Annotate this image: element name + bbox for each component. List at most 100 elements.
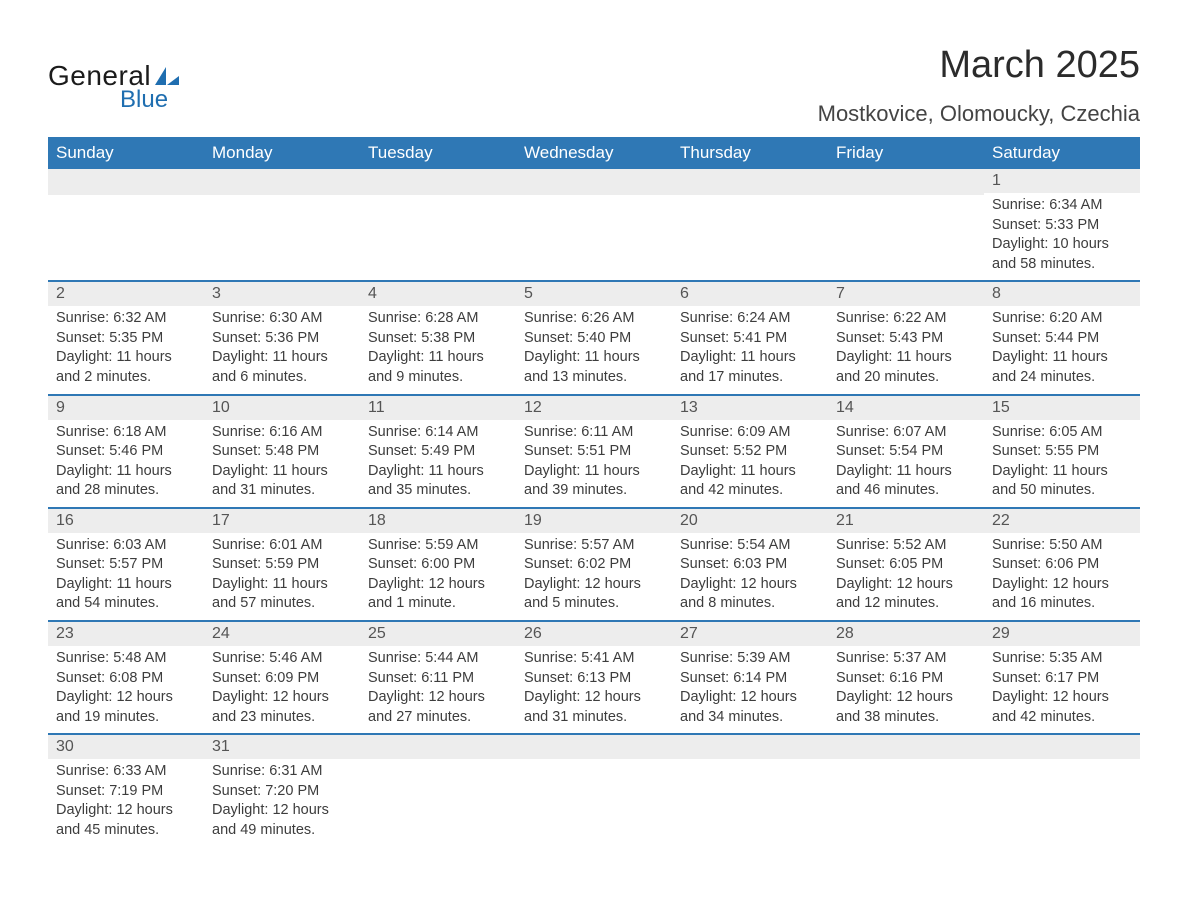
daylight-line2: and 42 minutes. bbox=[680, 481, 820, 501]
daylight-line2: and 35 minutes. bbox=[368, 481, 508, 501]
sunrise-text: Sunrise: 5:37 AM bbox=[836, 649, 976, 669]
day-body: Sunrise: 6:09 AMSunset: 5:52 PMDaylight:… bbox=[672, 420, 828, 505]
sunset-text: Sunset: 6:00 PM bbox=[368, 555, 508, 575]
daylight-line2: and 31 minutes. bbox=[212, 481, 352, 501]
daylight-line2: and 39 minutes. bbox=[524, 481, 664, 501]
empty-daynum-bar bbox=[48, 169, 204, 195]
sunrise-text: Sunrise: 6:09 AM bbox=[680, 423, 820, 443]
day-body: Sunrise: 6:20 AMSunset: 5:44 PMDaylight:… bbox=[984, 306, 1140, 391]
daylight-line2: and 57 minutes. bbox=[212, 594, 352, 614]
day-cell: 1Sunrise: 6:34 AMSunset: 5:33 PMDaylight… bbox=[984, 169, 1140, 280]
day-number: 23 bbox=[48, 620, 204, 646]
sunset-text: Sunset: 5:35 PM bbox=[56, 329, 196, 349]
day-body: Sunrise: 6:22 AMSunset: 5:43 PMDaylight:… bbox=[828, 306, 984, 391]
day-cell: 7Sunrise: 6:22 AMSunset: 5:43 PMDaylight… bbox=[828, 280, 984, 393]
daylight-line1: Daylight: 11 hours bbox=[524, 462, 664, 482]
sail-icon bbox=[155, 67, 179, 85]
sunset-text: Sunset: 7:20 PM bbox=[212, 782, 352, 802]
daylight-line1: Daylight: 12 hours bbox=[524, 575, 664, 595]
day-cell: 6Sunrise: 6:24 AMSunset: 5:41 PMDaylight… bbox=[672, 280, 828, 393]
sunrise-text: Sunrise: 6:26 AM bbox=[524, 309, 664, 329]
daylight-line2: and 24 minutes. bbox=[992, 368, 1132, 388]
day-body: Sunrise: 6:05 AMSunset: 5:55 PMDaylight:… bbox=[984, 420, 1140, 505]
day-number: 12 bbox=[516, 394, 672, 420]
day-cell: 25Sunrise: 5:44 AMSunset: 6:11 PMDayligh… bbox=[360, 620, 516, 733]
empty-day-cell bbox=[516, 169, 672, 280]
daylight-line1: Daylight: 11 hours bbox=[836, 462, 976, 482]
sunset-text: Sunset: 6:03 PM bbox=[680, 555, 820, 575]
sunset-text: Sunset: 6:11 PM bbox=[368, 669, 508, 689]
daylight-line2: and 38 minutes. bbox=[836, 708, 976, 728]
daylight-line2: and 23 minutes. bbox=[212, 708, 352, 728]
daylight-line1: Daylight: 11 hours bbox=[212, 462, 352, 482]
daylight-line1: Daylight: 12 hours bbox=[992, 688, 1132, 708]
dow-tuesday: Tuesday bbox=[360, 137, 516, 169]
sunrise-text: Sunrise: 6:18 AM bbox=[56, 423, 196, 443]
daylight-line2: and 12 minutes. bbox=[836, 594, 976, 614]
daylight-line2: and 1 minute. bbox=[368, 594, 508, 614]
daylight-line2: and 17 minutes. bbox=[680, 368, 820, 388]
empty-daynum-bar bbox=[360, 169, 516, 195]
daylight-line2: and 6 minutes. bbox=[212, 368, 352, 388]
calendar-week: 2Sunrise: 6:32 AMSunset: 5:35 PMDaylight… bbox=[48, 280, 1140, 393]
sunrise-text: Sunrise: 5:50 AM bbox=[992, 536, 1132, 556]
daylight-line2: and 28 minutes. bbox=[56, 481, 196, 501]
sunset-text: Sunset: 5:41 PM bbox=[680, 329, 820, 349]
sunrise-text: Sunrise: 6:33 AM bbox=[56, 762, 196, 782]
day-cell: 23Sunrise: 5:48 AMSunset: 6:08 PMDayligh… bbox=[48, 620, 204, 733]
day-body: Sunrise: 5:44 AMSunset: 6:11 PMDaylight:… bbox=[360, 646, 516, 731]
sunset-text: Sunset: 5:55 PM bbox=[992, 442, 1132, 462]
day-cell: 5Sunrise: 6:26 AMSunset: 5:40 PMDaylight… bbox=[516, 280, 672, 393]
calendar-week: 30Sunrise: 6:33 AMSunset: 7:19 PMDayligh… bbox=[48, 733, 1140, 846]
day-number: 4 bbox=[360, 280, 516, 306]
day-cell: 13Sunrise: 6:09 AMSunset: 5:52 PMDayligh… bbox=[672, 394, 828, 507]
sunset-text: Sunset: 5:49 PM bbox=[368, 442, 508, 462]
day-number: 25 bbox=[360, 620, 516, 646]
day-cell: 8Sunrise: 6:20 AMSunset: 5:44 PMDaylight… bbox=[984, 280, 1140, 393]
empty-daynum-bar bbox=[204, 169, 360, 195]
sunrise-text: Sunrise: 5:41 AM bbox=[524, 649, 664, 669]
day-number: 18 bbox=[360, 507, 516, 533]
sunset-text: Sunset: 5:46 PM bbox=[56, 442, 196, 462]
daylight-line1: Daylight: 11 hours bbox=[836, 348, 976, 368]
day-body: Sunrise: 5:59 AMSunset: 6:00 PMDaylight:… bbox=[360, 533, 516, 618]
daylight-line2: and 50 minutes. bbox=[992, 481, 1132, 501]
sunrise-text: Sunrise: 5:39 AM bbox=[680, 649, 820, 669]
daylight-line1: Daylight: 11 hours bbox=[56, 348, 196, 368]
day-body: Sunrise: 6:31 AMSunset: 7:20 PMDaylight:… bbox=[204, 759, 360, 844]
sunrise-text: Sunrise: 6:01 AM bbox=[212, 536, 352, 556]
day-cell: 12Sunrise: 6:11 AMSunset: 5:51 PMDayligh… bbox=[516, 394, 672, 507]
day-number: 14 bbox=[828, 394, 984, 420]
day-body: Sunrise: 5:54 AMSunset: 6:03 PMDaylight:… bbox=[672, 533, 828, 618]
day-cell: 20Sunrise: 5:54 AMSunset: 6:03 PMDayligh… bbox=[672, 507, 828, 620]
empty-daynum-bar bbox=[516, 733, 672, 759]
dow-friday: Friday bbox=[828, 137, 984, 169]
sunrise-text: Sunrise: 6:28 AM bbox=[368, 309, 508, 329]
daylight-line1: Daylight: 11 hours bbox=[56, 462, 196, 482]
sunset-text: Sunset: 6:14 PM bbox=[680, 669, 820, 689]
sunset-text: Sunset: 5:48 PM bbox=[212, 442, 352, 462]
day-number: 20 bbox=[672, 507, 828, 533]
day-number: 15 bbox=[984, 394, 1140, 420]
calendar-week: 9Sunrise: 6:18 AMSunset: 5:46 PMDaylight… bbox=[48, 394, 1140, 507]
day-cell: 19Sunrise: 5:57 AMSunset: 6:02 PMDayligh… bbox=[516, 507, 672, 620]
day-body: Sunrise: 6:03 AMSunset: 5:57 PMDaylight:… bbox=[48, 533, 204, 618]
daylight-line2: and 42 minutes. bbox=[992, 708, 1132, 728]
daylight-line1: Daylight: 12 hours bbox=[212, 688, 352, 708]
daylight-line2: and 16 minutes. bbox=[992, 594, 1132, 614]
daylight-line1: Daylight: 12 hours bbox=[836, 575, 976, 595]
day-number: 21 bbox=[828, 507, 984, 533]
dow-sunday: Sunday bbox=[48, 137, 204, 169]
day-cell: 18Sunrise: 5:59 AMSunset: 6:00 PMDayligh… bbox=[360, 507, 516, 620]
sunrise-text: Sunrise: 6:24 AM bbox=[680, 309, 820, 329]
daylight-line1: Daylight: 12 hours bbox=[212, 801, 352, 821]
daylight-line2: and 34 minutes. bbox=[680, 708, 820, 728]
day-number: 22 bbox=[984, 507, 1140, 533]
day-body: Sunrise: 6:34 AMSunset: 5:33 PMDaylight:… bbox=[984, 193, 1140, 278]
day-number: 13 bbox=[672, 394, 828, 420]
day-body: Sunrise: 5:52 AMSunset: 6:05 PMDaylight:… bbox=[828, 533, 984, 618]
day-cell: 26Sunrise: 5:41 AMSunset: 6:13 PMDayligh… bbox=[516, 620, 672, 733]
empty-daynum-bar bbox=[516, 169, 672, 195]
day-number: 24 bbox=[204, 620, 360, 646]
day-body: Sunrise: 6:33 AMSunset: 7:19 PMDaylight:… bbox=[48, 759, 204, 844]
